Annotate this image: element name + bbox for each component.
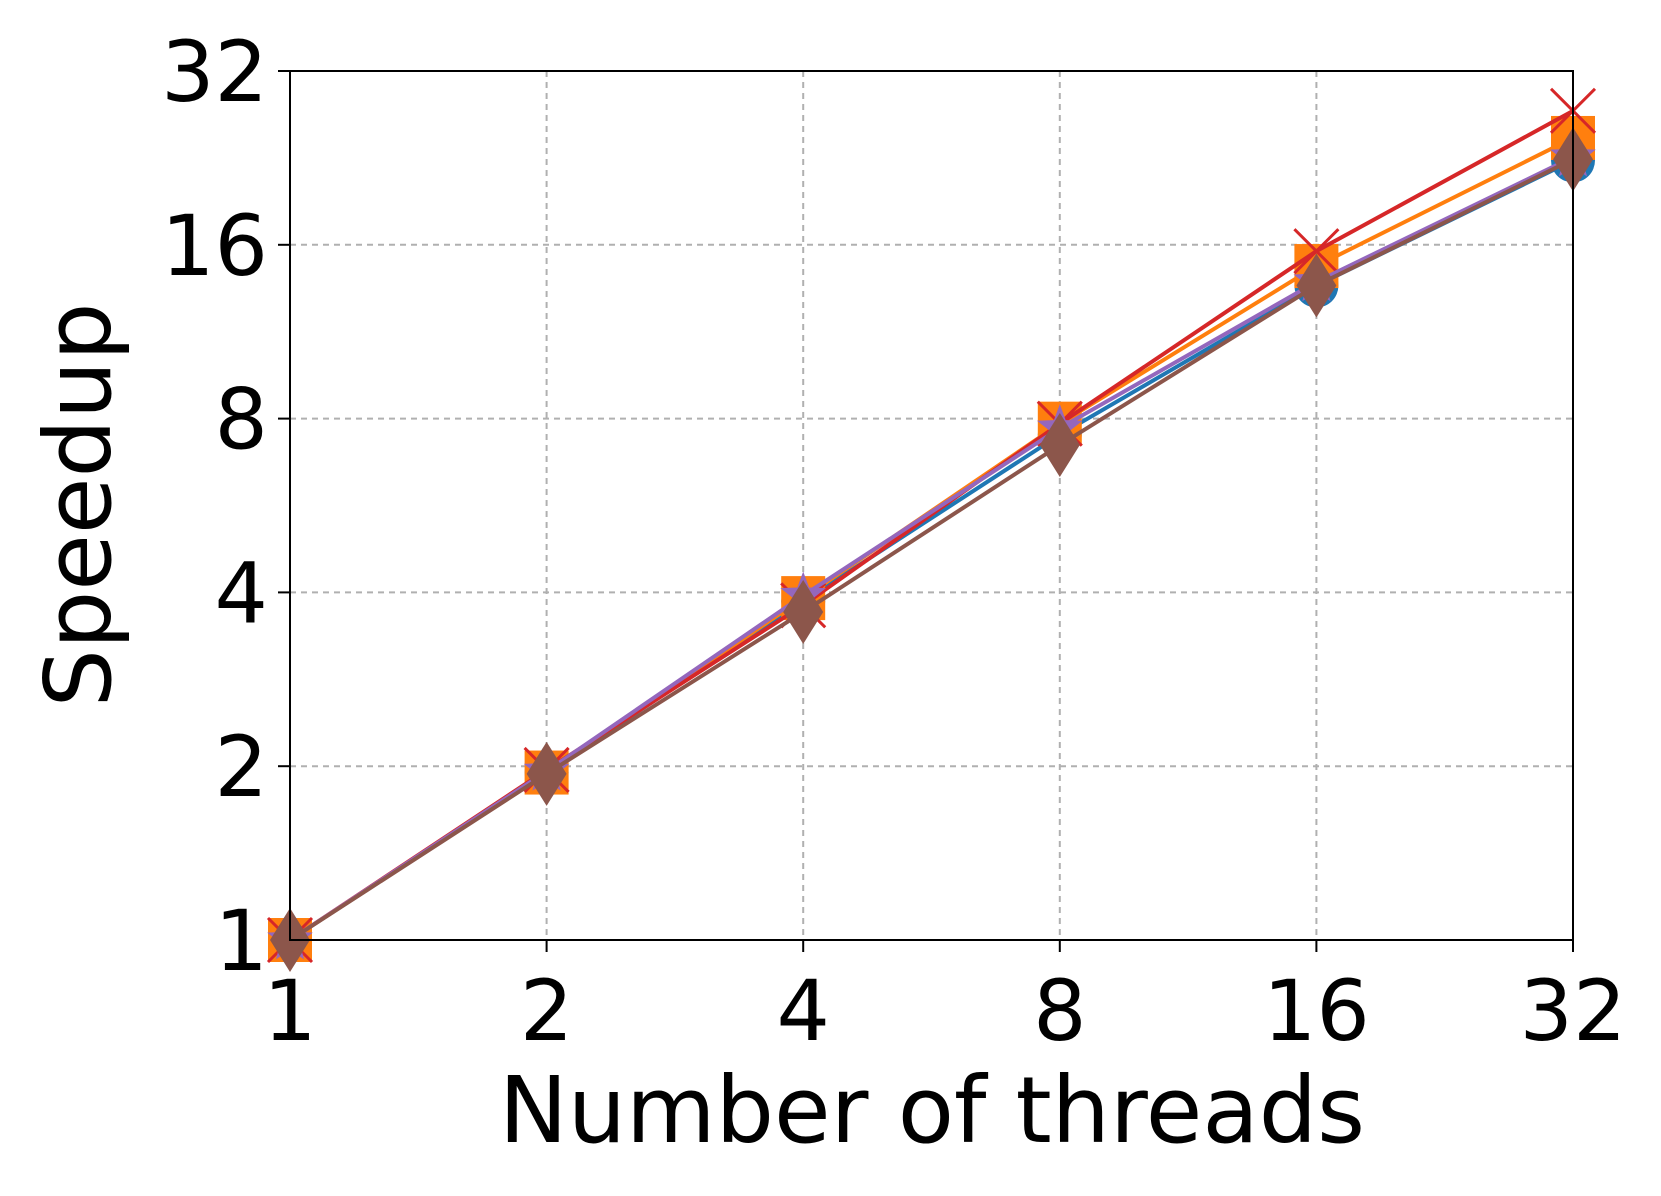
y-tick-label: 32 — [161, 23, 268, 121]
y-axis-label: Speedup — [25, 302, 132, 707]
line — [288, 155, 1574, 942]
line — [288, 136, 1574, 942]
x-tick-label: 4 — [776, 962, 829, 1060]
y-tick-label: 16 — [161, 197, 268, 295]
x-tick-label: 32 — [1520, 962, 1627, 1060]
plot-frame — [289, 70, 1574, 941]
marker — [783, 579, 824, 644]
series — [288, 155, 1574, 942]
x-tick-label: 8 — [1033, 962, 1086, 1060]
x-tick-label: 1 — [263, 962, 316, 1060]
y-tick-label: 1 — [215, 892, 268, 990]
marker — [1293, 228, 1340, 275]
line — [288, 158, 1574, 942]
x-tick-label: 2 — [520, 962, 573, 1060]
line — [288, 157, 1574, 942]
marker — [1039, 413, 1080, 478]
series — [288, 157, 1574, 942]
series — [288, 158, 1574, 942]
y-tick-label: 4 — [215, 544, 268, 642]
marker — [526, 741, 567, 806]
x-axis-label: Number of threads — [499, 1057, 1365, 1164]
y-tick-label: 8 — [215, 371, 268, 469]
marker — [1296, 253, 1337, 318]
series — [288, 136, 1574, 942]
x-tick-label: 16 — [1263, 962, 1370, 1060]
y-tick-label: 2 — [215, 718, 268, 816]
